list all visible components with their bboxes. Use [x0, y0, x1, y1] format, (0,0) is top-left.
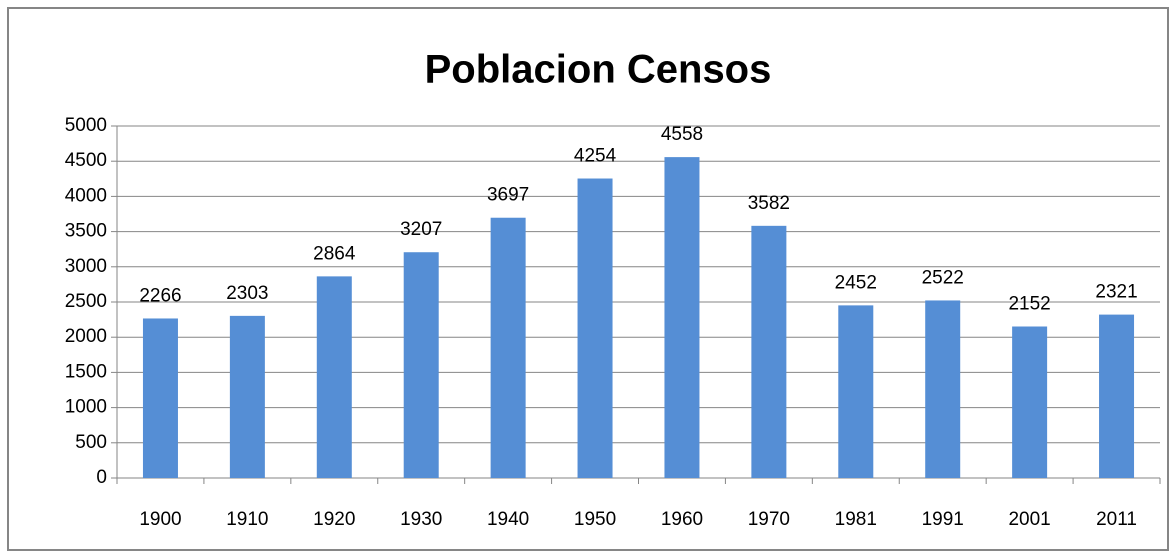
bar [577, 178, 613, 478]
data-label: 3697 [487, 185, 529, 206]
y-tick-label: 1500 [65, 361, 107, 382]
y-tick-label: 2000 [65, 326, 107, 347]
x-tick-label: 1981 [835, 509, 877, 530]
x-tick-label: 2011 [1096, 509, 1137, 530]
y-tick-label: 3500 [65, 221, 107, 242]
y-tick-label: 3000 [65, 256, 107, 277]
data-label: 2452 [835, 272, 877, 293]
x-tick-label: 1960 [661, 509, 703, 530]
x-tick-label: 1950 [574, 509, 616, 530]
y-tick-label: 5000 [65, 115, 107, 136]
data-label: 2266 [139, 285, 181, 306]
y-tick-label: 500 [75, 432, 107, 453]
bar [664, 157, 700, 478]
data-label: 4558 [661, 124, 703, 145]
x-tick-label: 1940 [487, 509, 529, 530]
x-tick-label: 1920 [313, 509, 355, 530]
y-tick-label: 4000 [65, 185, 107, 206]
data-label: 3582 [748, 193, 790, 214]
x-tick-label: 1900 [139, 509, 181, 530]
data-label: 2303 [226, 283, 268, 304]
x-tick-label: 1930 [400, 509, 442, 530]
data-label: 4254 [574, 146, 617, 167]
y-tick-label: 2500 [65, 291, 107, 312]
y-tick-label: 4500 [65, 150, 107, 171]
bar [490, 217, 526, 478]
bar [1099, 314, 1135, 478]
x-tick-label: 1910 [226, 509, 268, 530]
chart-title: Poblacion Censos [425, 48, 772, 92]
bar [229, 315, 265, 478]
data-label: 3207 [400, 219, 442, 240]
data-label: 2152 [1008, 294, 1050, 315]
bar [925, 300, 961, 478]
x-tick-label: 1991 [922, 509, 964, 530]
bar [142, 318, 178, 478]
bar [403, 252, 439, 478]
data-label: 2864 [313, 243, 356, 264]
y-tick-label: 1000 [65, 397, 107, 418]
y-tick-label: 0 [96, 467, 107, 488]
bar [316, 276, 352, 478]
data-label: 2321 [1095, 282, 1137, 303]
bar [751, 225, 787, 478]
bar [838, 305, 874, 478]
bar [1012, 326, 1048, 478]
x-tick-label: 2001 [1008, 509, 1050, 530]
data-label: 2522 [922, 267, 964, 288]
x-tick-label: 1970 [748, 509, 790, 530]
